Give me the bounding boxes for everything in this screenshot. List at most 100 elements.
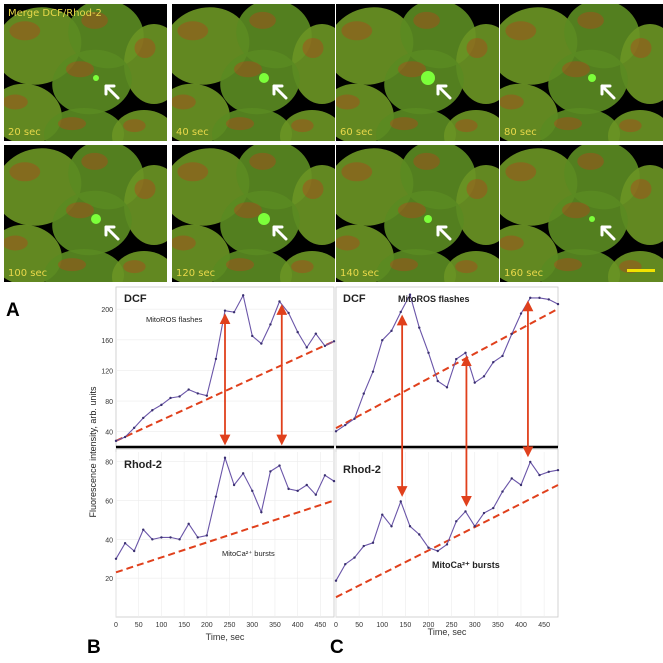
cell-image xyxy=(336,4,499,141)
data-point xyxy=(334,579,338,582)
cell-shape xyxy=(444,251,499,282)
red-region xyxy=(390,258,418,272)
white-arrow-icon xyxy=(104,225,120,241)
data-point xyxy=(332,479,336,483)
chart-c-xlabel: Time, sec xyxy=(428,627,467,637)
data-point xyxy=(205,394,209,397)
x-tick-label: 350 xyxy=(269,622,281,629)
flash-spot xyxy=(258,213,270,225)
panel-letter-c: C xyxy=(330,637,344,658)
y-axis-label: Fluorescence intensity, arb. units xyxy=(88,386,98,517)
cell-image xyxy=(4,145,167,282)
red-region xyxy=(234,202,262,219)
cell-shape xyxy=(44,249,124,282)
data-point xyxy=(408,525,412,528)
red-region xyxy=(466,179,488,199)
data-point xyxy=(296,489,299,493)
data-point xyxy=(427,546,430,549)
cell-shape xyxy=(376,249,456,282)
data-point xyxy=(399,500,402,503)
frame-time-label: 140 sec xyxy=(340,268,380,279)
data-point xyxy=(473,525,476,528)
trend-line xyxy=(115,499,335,574)
red-region xyxy=(336,235,360,251)
y-tick-label: 40 xyxy=(105,430,113,437)
micrograph-tile: Merge DCF/Rhod-2 20 sec xyxy=(4,4,167,141)
chart-b-bottom-title: Rhod-2 xyxy=(124,459,162,471)
scale-bar xyxy=(627,269,655,272)
cell-shape xyxy=(124,165,167,245)
y-tick-label: 20 xyxy=(105,576,113,583)
y-tick-label: 120 xyxy=(101,368,113,375)
data-point xyxy=(287,487,290,491)
data-point xyxy=(556,302,560,306)
x-tick-label: 150 xyxy=(178,622,190,629)
cell-shape xyxy=(540,108,620,141)
red-region xyxy=(134,179,156,199)
data-point xyxy=(529,296,532,300)
cell-shape xyxy=(608,251,663,282)
data-point xyxy=(501,490,504,493)
trend-line xyxy=(335,307,559,430)
frame-time-label: 40 sec xyxy=(176,127,209,138)
data-point xyxy=(519,312,523,315)
cell-shape xyxy=(500,83,558,141)
data-point xyxy=(151,538,154,541)
cell-image xyxy=(500,4,663,141)
series-line xyxy=(115,455,335,560)
red-region xyxy=(630,179,652,199)
cell-shape xyxy=(292,165,335,245)
red-region xyxy=(177,162,209,182)
data-point xyxy=(314,493,318,496)
frame-time-label: 80 sec xyxy=(504,127,537,138)
red-region xyxy=(630,38,652,58)
x-tick-label: 100 xyxy=(376,622,388,629)
data-point xyxy=(510,332,513,336)
data-point xyxy=(344,563,347,566)
cell-shape xyxy=(112,110,167,141)
trend-line xyxy=(115,340,335,442)
data-point xyxy=(381,339,384,342)
micrograph-tile: 120 sec xyxy=(172,145,335,282)
data-point xyxy=(381,513,384,516)
chart-b-bottom-annotation: MitoCa²⁺ bursts xyxy=(222,549,275,558)
red-region xyxy=(341,21,373,41)
data-point xyxy=(241,294,245,297)
flash-spot xyxy=(424,215,432,223)
cell-shape xyxy=(280,110,335,141)
data-point xyxy=(232,483,236,487)
data-point xyxy=(519,483,523,487)
frame-time-label: 100 sec xyxy=(8,268,48,279)
chart-layer: 40 80 120 160 200 20 40 60 80 0 50 100 150 200 250 300 3… xyxy=(101,293,560,629)
red-region xyxy=(291,260,314,274)
data-point xyxy=(332,340,336,343)
data-point xyxy=(132,426,136,430)
data-point xyxy=(278,464,281,467)
data-point xyxy=(223,309,227,312)
red-region xyxy=(58,258,86,272)
trend-line xyxy=(335,484,559,599)
x-tick-label: 250 xyxy=(224,622,236,629)
cell-shape xyxy=(384,190,464,256)
data-point xyxy=(287,311,290,315)
white-arrow-icon xyxy=(600,84,616,100)
red-region xyxy=(123,119,146,133)
red-region xyxy=(554,258,582,272)
x-tick-label: 0 xyxy=(334,622,338,629)
red-region xyxy=(577,11,604,29)
y-tick-label: 160 xyxy=(101,338,113,345)
data-point xyxy=(269,470,272,473)
data-point xyxy=(160,403,163,407)
red-region xyxy=(134,38,156,58)
data-point xyxy=(178,538,181,541)
cell-image xyxy=(172,145,335,282)
frame-time-label: 20 sec xyxy=(8,127,41,138)
red-region xyxy=(226,258,254,272)
x-tick-label: 400 xyxy=(292,622,304,629)
cell-shape xyxy=(212,108,292,141)
white-arrow-icon xyxy=(104,84,120,100)
cell-shape xyxy=(172,83,230,141)
data-point xyxy=(205,534,209,537)
data-point xyxy=(296,330,299,334)
data-point xyxy=(371,370,375,373)
